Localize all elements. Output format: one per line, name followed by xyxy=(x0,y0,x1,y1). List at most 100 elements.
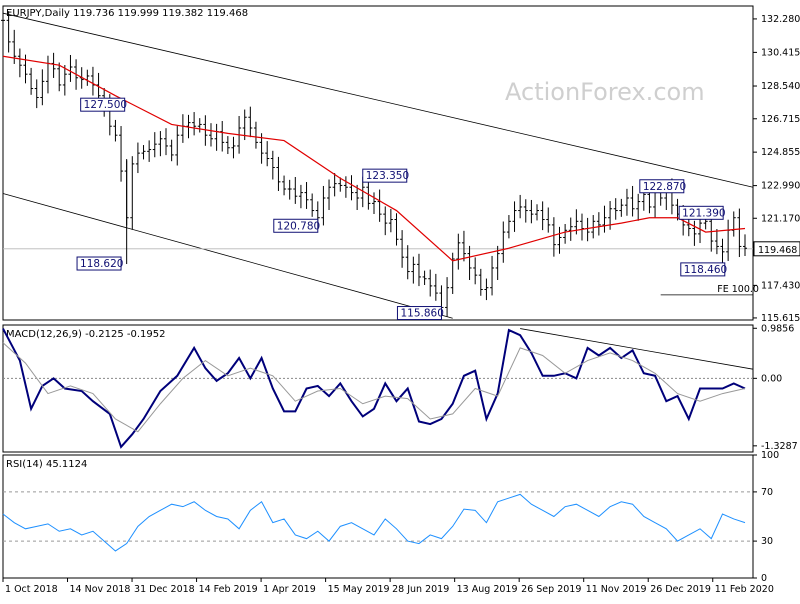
rsi-line xyxy=(2,493,746,552)
price-bar xyxy=(298,184,303,209)
price-bar xyxy=(731,211,736,237)
price-bar xyxy=(495,245,500,280)
price-bar xyxy=(619,198,624,217)
price-annotation-label: 121.390 xyxy=(682,207,725,219)
fe-label: FE 100.0 xyxy=(717,284,759,295)
x-tick-label: 15 May 2019 xyxy=(328,584,390,595)
price-annotation-label: 115.860 xyxy=(400,308,443,320)
price-ytick-label: 126.715 xyxy=(761,114,800,125)
price-bar xyxy=(147,140,152,162)
price-bar xyxy=(343,176,348,198)
macd-signal-line xyxy=(2,342,746,433)
x-tick-label: 31 Dec 2018 xyxy=(134,584,195,595)
x-tick-label: 13 Aug 2019 xyxy=(457,584,518,595)
price-bar xyxy=(388,208,393,233)
price-bar xyxy=(613,198,618,220)
price-bar xyxy=(164,128,169,156)
price-bar xyxy=(692,220,697,246)
price-bar xyxy=(377,189,382,222)
price-bar xyxy=(416,253,421,287)
x-tick-label: 1 Apr 2019 xyxy=(263,584,316,595)
price-bar xyxy=(461,230,466,262)
price-bar xyxy=(248,106,253,138)
price-bar xyxy=(720,238,725,264)
price-annotation: 118.460 xyxy=(680,262,727,277)
x-tick-label: 14 Feb 2019 xyxy=(199,584,258,595)
price-bar xyxy=(34,79,39,109)
price-bar xyxy=(57,62,62,92)
price-ytick-label: 124.855 xyxy=(761,147,800,158)
price-bar xyxy=(557,226,562,254)
price-bar xyxy=(282,175,287,196)
price-bar xyxy=(332,173,337,197)
price-annotation: 121.390 xyxy=(678,205,726,220)
x-tick-label: 11 Feb 2020 xyxy=(715,584,774,595)
price-bar xyxy=(473,257,478,285)
price-bar xyxy=(119,126,124,182)
price-bar xyxy=(225,136,230,155)
price-bar xyxy=(372,192,376,214)
price-annotation-box xyxy=(678,205,724,220)
macd-line xyxy=(2,328,746,449)
price-annotation: 115.860 xyxy=(396,306,444,321)
price-bar xyxy=(743,234,747,256)
macd-ytick-label: 0.00 xyxy=(761,373,782,384)
price-bar xyxy=(130,156,135,230)
price-bar xyxy=(220,121,225,152)
price-ytick-label: 130.415 xyxy=(761,47,800,58)
price-bar xyxy=(490,255,495,296)
macd-ytick-label: 0.9856 xyxy=(761,323,794,334)
price-bar xyxy=(355,184,360,211)
price-bar xyxy=(203,115,208,146)
price-bar xyxy=(518,194,523,219)
price-bar xyxy=(276,156,281,191)
price-annotation-box xyxy=(362,168,408,183)
price-bar xyxy=(135,142,140,174)
price-bar xyxy=(433,273,438,301)
rsi-ytick-label: 70 xyxy=(761,487,773,498)
price-annotation-label: 122.870 xyxy=(643,181,686,193)
price-bar xyxy=(338,177,343,192)
price-ytick-label: 115.615 xyxy=(761,313,800,324)
price-ytick-label: 121.170 xyxy=(761,213,800,224)
price-bar xyxy=(591,215,596,239)
price-bar xyxy=(596,212,601,236)
price-annotation-box xyxy=(396,306,442,321)
rsi-ytick-label: 100 xyxy=(761,450,779,461)
price-annotation-label: 127.500 xyxy=(84,99,127,111)
channel-lower-line xyxy=(2,193,453,319)
moving-average-line xyxy=(2,55,746,262)
price-bar xyxy=(478,268,483,296)
macd-header: MACD(12,26,9) -0.2125 -0.1952 xyxy=(6,329,166,340)
price-annotation-label: 118.620 xyxy=(80,258,123,270)
panel-frame-1 xyxy=(2,5,754,321)
price-bar xyxy=(231,136,236,159)
price-bar xyxy=(1,14,5,27)
price-bar xyxy=(113,119,118,142)
price-annotation: 122.870 xyxy=(639,179,686,194)
price-ytick-label: 128.540 xyxy=(761,81,800,92)
price-bar xyxy=(40,69,45,106)
price-bar xyxy=(253,121,258,149)
x-tick-label: 1 Oct 2018 xyxy=(5,584,58,595)
price-bar xyxy=(152,132,157,158)
rsi-header: RSI(14) 45.1124 xyxy=(6,459,87,470)
macd-ytick-label: -1.3287 xyxy=(761,441,798,452)
price-bar xyxy=(17,48,22,78)
x-tick-label: 11 Nov 2019 xyxy=(586,584,647,595)
price-bar xyxy=(68,54,73,82)
price-ytick-label: 117.430 xyxy=(761,280,800,291)
price-bar xyxy=(624,188,629,216)
price-bar xyxy=(428,269,433,297)
rsi-ytick-label: 0 xyxy=(761,573,767,584)
price-bar xyxy=(287,179,292,200)
price-bar xyxy=(512,201,517,232)
price-bar xyxy=(501,221,506,263)
price-bar xyxy=(445,277,450,317)
price-annotation: 120.780 xyxy=(273,218,320,233)
price-ytick-label: 122.990 xyxy=(761,181,800,192)
price-bar xyxy=(579,213,584,241)
